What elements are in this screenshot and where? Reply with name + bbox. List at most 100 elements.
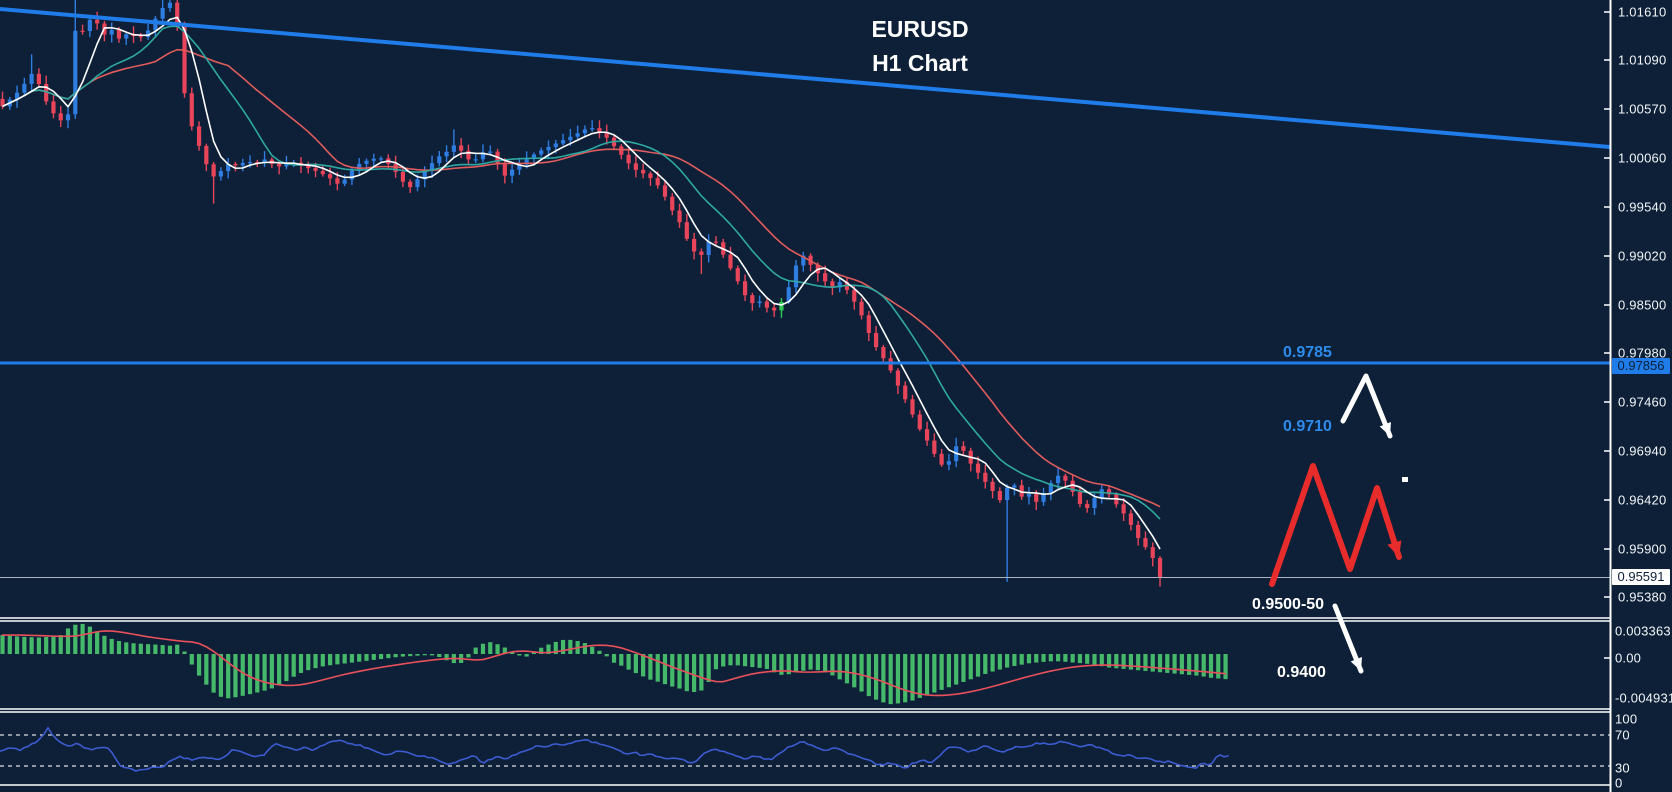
macd-histogram-bar bbox=[320, 654, 325, 667]
macd-histogram-bar bbox=[1136, 654, 1141, 671]
price-axis-label: 1.01610 bbox=[1618, 4, 1667, 20]
macd-histogram-bar bbox=[1128, 654, 1133, 670]
macd-histogram-bar bbox=[844, 654, 850, 684]
macd-histogram-bar bbox=[306, 654, 311, 671]
macd-histogram-bar bbox=[29, 637, 34, 654]
macd-histogram-bar bbox=[531, 651, 537, 654]
price-axis-label: 0.99020 bbox=[1618, 248, 1667, 264]
main-price-panel[interactable] bbox=[0, 0, 1610, 617]
macd-histogram-bar bbox=[36, 637, 41, 654]
rsi-axis-label: 70 bbox=[1615, 727, 1630, 743]
macd-histogram-bar bbox=[269, 654, 274, 689]
macd-histogram-bar bbox=[1056, 654, 1061, 662]
macd-histogram-bar bbox=[255, 654, 260, 693]
macd-histogram-bar bbox=[815, 654, 820, 671]
macd-histogram-bar bbox=[116, 641, 122, 654]
price-axis-label: 0.97980 bbox=[1618, 345, 1667, 361]
macd-histogram-bar bbox=[218, 654, 223, 697]
arrowhead bbox=[1387, 540, 1402, 557]
macd-histogram-bar bbox=[189, 654, 194, 665]
macd-histogram-bar bbox=[1106, 654, 1112, 668]
macd-histogram-bar bbox=[44, 637, 49, 654]
macd-histogram-bar bbox=[415, 654, 420, 656]
macd-histogram-bar bbox=[524, 654, 529, 657]
macd-histogram-bar bbox=[14, 636, 20, 654]
drawn-arrow[interactable] bbox=[1269, 463, 1402, 587]
macd-histogram-bar bbox=[349, 654, 355, 663]
macd-histogram-bar bbox=[793, 654, 799, 673]
macd-histogram-bar bbox=[400, 654, 405, 657]
price-annotation: 0.9500-50 bbox=[1252, 596, 1325, 613]
macd-histogram-bar bbox=[1092, 654, 1097, 665]
macd-histogram-bar bbox=[437, 654, 442, 658]
macd-histogram-bar bbox=[1150, 654, 1155, 672]
macd-histogram-bar bbox=[393, 654, 398, 658]
price-axis-label: 1.01090 bbox=[1618, 52, 1667, 68]
macd-histogram-bar bbox=[917, 654, 922, 698]
macd-histogram-bar bbox=[990, 654, 995, 672]
macd-histogram-bar bbox=[328, 654, 333, 666]
macd-histogram-bar bbox=[1187, 654, 1192, 675]
macd-histogram-bar bbox=[742, 654, 748, 667]
macd-axis-label: 0.003363 bbox=[1615, 623, 1671, 639]
macd-histogram-bar bbox=[626, 654, 631, 670]
macd-histogram-bar bbox=[1194, 654, 1199, 676]
macd-histogram-bar bbox=[87, 626, 92, 654]
macd-histogram-bar bbox=[866, 654, 871, 697]
macd-histogram-bar bbox=[517, 654, 522, 656]
macd-axis-label: 0.00 bbox=[1615, 650, 1642, 666]
macd-histogram-bar bbox=[633, 654, 638, 674]
macd-histogram-bar bbox=[670, 654, 675, 687]
macd-histogram-bar bbox=[1165, 654, 1170, 673]
macd-histogram-bar bbox=[473, 647, 478, 654]
macd-histogram-bar bbox=[0, 635, 5, 654]
macd-histogram-bar bbox=[997, 654, 1002, 670]
price-axis-label: 0.95900 bbox=[1618, 541, 1667, 557]
macd-histogram-bar bbox=[975, 654, 981, 677]
macd-histogram-bar bbox=[1099, 654, 1104, 667]
macd-histogram-bar bbox=[721, 654, 726, 667]
macd-histogram-bar bbox=[80, 623, 85, 654]
white-dot-marker bbox=[1402, 477, 1408, 482]
macd-histogram-bar bbox=[22, 636, 27, 654]
macd-histogram-bar bbox=[95, 631, 100, 654]
macd-histogram-bar bbox=[65, 628, 71, 654]
macd-histogram-bar bbox=[364, 654, 369, 661]
macd-histogram-bar bbox=[539, 647, 544, 654]
macd-histogram-bar bbox=[1026, 654, 1032, 664]
macd-histogram-bar bbox=[240, 654, 245, 696]
macd-histogram-bar bbox=[1172, 654, 1177, 674]
macd-histogram-bar bbox=[823, 654, 828, 673]
macd-histogram-bar bbox=[153, 644, 158, 654]
macd-histogram-bar bbox=[597, 650, 602, 654]
macd-histogram-bar bbox=[1034, 654, 1039, 663]
price-axis-label: 1.00060 bbox=[1618, 150, 1667, 166]
price-axis-label: 1.00570 bbox=[1618, 101, 1667, 117]
macd-histogram-bar bbox=[131, 643, 136, 654]
arrowhead bbox=[1379, 422, 1391, 436]
macd-histogram-bar bbox=[1063, 654, 1068, 662]
macd-histogram-bar bbox=[932, 654, 937, 693]
rsi-axis-label: 30 bbox=[1615, 760, 1630, 776]
macd-histogram-bar bbox=[371, 654, 376, 660]
macd-histogram-bar bbox=[175, 644, 180, 654]
macd-histogram-bar bbox=[335, 654, 340, 665]
macd-histogram-bar bbox=[7, 635, 12, 654]
price-axis-label: 0.97460 bbox=[1618, 394, 1667, 410]
macd-histogram-bar bbox=[924, 654, 930, 696]
macd-histogram-bar bbox=[1223, 654, 1228, 680]
price-axis-label: 0.96420 bbox=[1618, 492, 1667, 508]
macd-histogram-bar bbox=[968, 654, 973, 680]
macd-histogram-bar bbox=[182, 651, 187, 654]
drawn-arrow[interactable] bbox=[1340, 373, 1393, 439]
macd-indicator-panel[interactable] bbox=[0, 621, 1610, 708]
rsi-indicator-panel[interactable] bbox=[0, 712, 1610, 792]
macd-histogram-bar bbox=[1208, 654, 1214, 678]
macd-histogram-bar bbox=[852, 654, 857, 688]
macd-histogram-bar bbox=[1048, 654, 1053, 662]
descending-trendline[interactable] bbox=[0, 7, 1611, 149]
macd-histogram-bar bbox=[757, 654, 762, 668]
macd-histogram-bar bbox=[138, 643, 143, 654]
macd-histogram-bar bbox=[429, 654, 435, 656]
